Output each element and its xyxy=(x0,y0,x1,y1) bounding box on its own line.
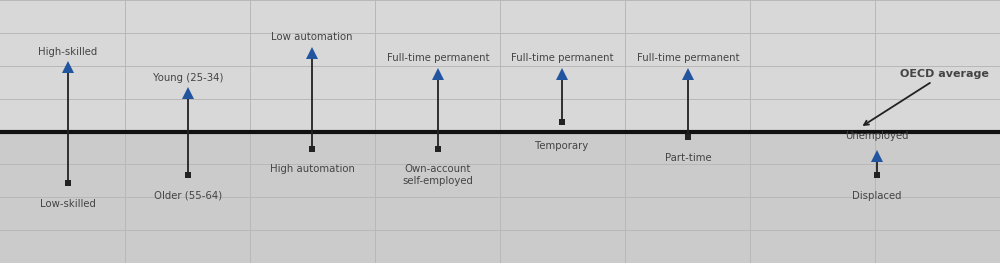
Text: Temporary: Temporary xyxy=(535,141,589,151)
Text: Young (25-34): Young (25-34) xyxy=(153,73,223,83)
Text: Displaced: Displaced xyxy=(852,191,902,201)
Text: Full-time permanent: Full-time permanent xyxy=(511,53,613,63)
Text: Own-account
self-employed: Own-account self-employed xyxy=(403,164,473,186)
Text: Part-time: Part-time xyxy=(665,153,711,163)
Text: High-skilled: High-skilled xyxy=(38,47,98,57)
Text: Older (55-64): Older (55-64) xyxy=(154,191,222,201)
Text: Unemployed: Unemployed xyxy=(845,131,909,141)
Text: Low automation: Low automation xyxy=(271,32,353,42)
Text: Low-skilled: Low-skilled xyxy=(40,199,96,209)
Text: Full-time permanent: Full-time permanent xyxy=(637,53,739,63)
Bar xyxy=(0,132,1000,263)
Text: Full-time permanent: Full-time permanent xyxy=(387,53,489,63)
Bar xyxy=(0,0,1000,132)
Text: High automation: High automation xyxy=(270,164,354,174)
Text: OECD average: OECD average xyxy=(864,69,989,125)
